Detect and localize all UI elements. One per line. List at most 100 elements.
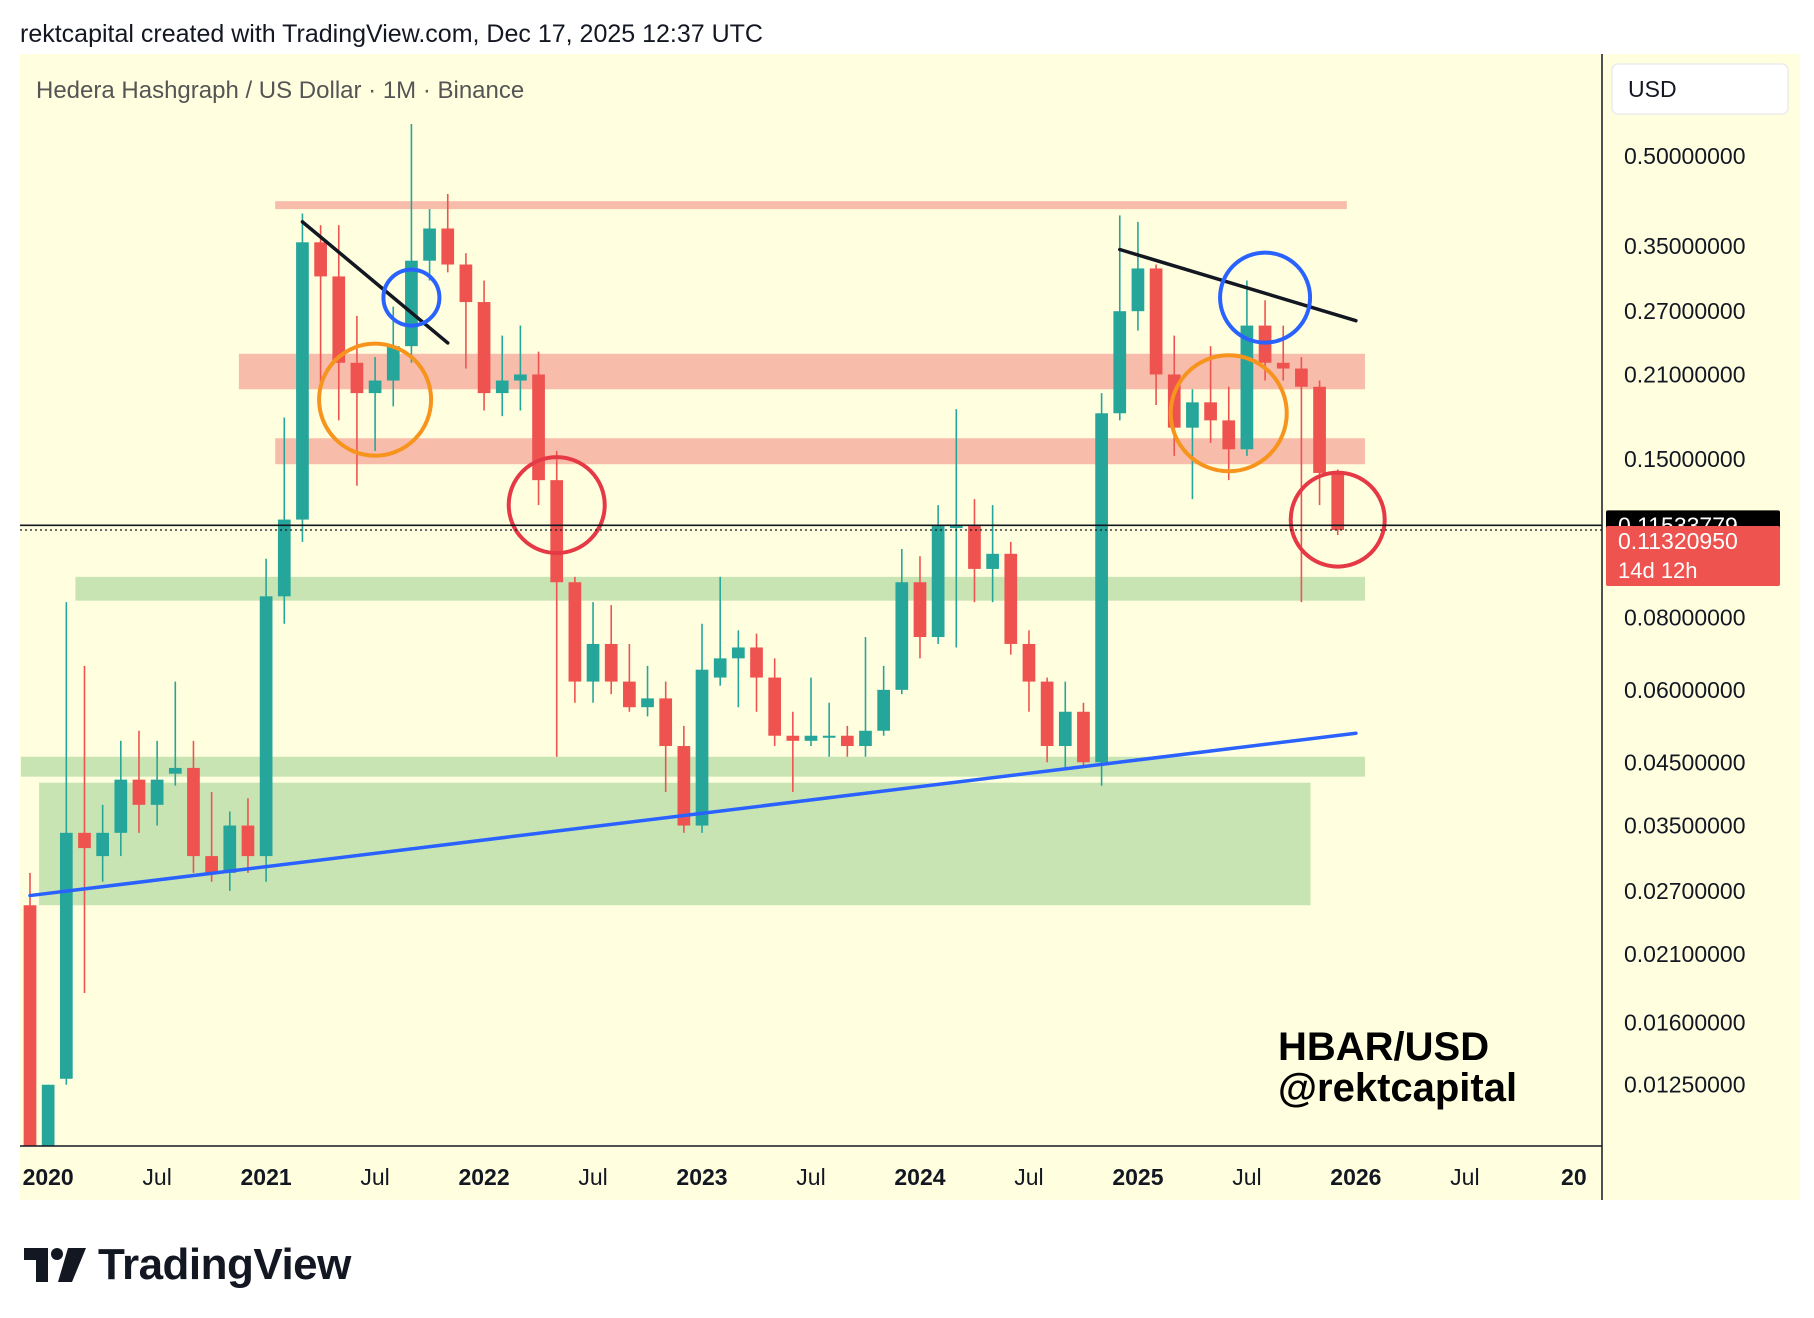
candle-body [168, 767, 182, 774]
candle-2021-08 [386, 306, 400, 407]
candle-body [1240, 325, 1254, 450]
candle-2025-05 [1204, 346, 1217, 443]
annotation-circle-5 [1288, 470, 1387, 569]
candle-2022-02 [495, 335, 509, 417]
candle-body [514, 374, 527, 381]
candle-body [1077, 711, 1090, 763]
candle-body [695, 669, 709, 826]
candle-2022-07 [586, 602, 600, 703]
annotation-circle-1 [381, 267, 442, 328]
candle-2020-07 [150, 740, 164, 826]
zone-2 [275, 438, 1365, 465]
price-tag-1 [1606, 526, 1780, 587]
candle-2021-10 [423, 209, 436, 281]
price-axis-label: 0.02700000 [1624, 878, 1746, 904]
candle-2023-08 [822, 702, 836, 757]
candle-2022-03 [514, 325, 527, 411]
candle-body [132, 779, 146, 805]
zone-1 [238, 353, 1365, 390]
price-axis-label: 0.04500000 [1624, 749, 1746, 775]
time-axis-label: 2026 [1330, 1164, 1381, 1190]
time-axis-label: 2021 [241, 1164, 292, 1190]
candle-body [1186, 402, 1199, 428]
zone-4 [20, 756, 1365, 777]
candle-body [641, 698, 654, 708]
candle-body [913, 582, 927, 638]
price-axis-label: 0.50000000 [1624, 143, 1746, 169]
price-axis-label: 0.21000000 [1624, 361, 1746, 387]
time-axis-label: Jul [1232, 1164, 1261, 1190]
time-axis-label: 2025 [1112, 1164, 1163, 1190]
candle-2022-08 [604, 605, 618, 695]
candle-2025-06 [1222, 386, 1236, 481]
candle-body [96, 832, 110, 857]
candle-body [59, 832, 73, 1079]
candle-body [568, 582, 582, 682]
candle-body [1040, 681, 1054, 747]
candle-body [441, 228, 455, 265]
tradingview-logo-icon [24, 1248, 86, 1282]
candle-body [586, 643, 600, 682]
candle-2022-01 [477, 280, 491, 411]
candle-body [405, 260, 418, 347]
time-axis-label: 2024 [894, 1164, 945, 1190]
candle-2021-01 [259, 558, 273, 882]
candle-2023-01 [695, 623, 709, 833]
price-axis-label: 0.27000000 [1624, 298, 1746, 324]
candle-body [986, 553, 999, 569]
candle-body [804, 735, 818, 741]
candle-body [150, 779, 164, 805]
time-axis-label: 2020 [23, 1164, 74, 1190]
candle-body [949, 526, 963, 529]
candle-2023-06 [786, 711, 800, 792]
time-axis-label: Jul [142, 1164, 171, 1190]
candle-body [259, 596, 273, 857]
zone-0 [275, 201, 1347, 210]
candle-2025-04 [1186, 389, 1199, 500]
candle-body [822, 735, 836, 738]
candle-2022-11 [659, 681, 673, 792]
candle-body [677, 746, 691, 826]
candle-2025-12 [1331, 469, 1345, 535]
price-axis-label: 0.35000000 [1624, 233, 1746, 259]
circles-layer [317, 250, 1387, 569]
candle-body [296, 242, 309, 520]
candle-2023-12 [895, 548, 909, 695]
candle-2021-06 [350, 315, 364, 486]
candle-body [968, 526, 981, 569]
time-axis-labels: 2020 Jul 2021 Jul 2022 Jul 2023 Jul 2024 Jul 2025 J… [23, 1164, 1587, 1190]
plot-background [20, 54, 1602, 1200]
candle-2021-05 [332, 225, 346, 421]
candle-body [1204, 402, 1217, 421]
candle-2024-03 [949, 409, 963, 648]
candle-2020-05 [114, 740, 128, 857]
candle-body [241, 825, 255, 857]
candle-2024-06 [1004, 541, 1018, 655]
candle-body [768, 677, 782, 736]
candle-body [1004, 553, 1018, 644]
candle-body [386, 346, 400, 381]
tradingview-logo[interactable]: TradingView [24, 1240, 351, 1290]
candle-body [786, 735, 800, 741]
candle-2021-11 [441, 194, 455, 273]
price-lines-layer [20, 524, 1602, 531]
candle-body [41, 1084, 55, 1146]
candle-2024-11 [1095, 393, 1108, 786]
currency-button[interactable]: USD [1611, 63, 1789, 115]
symbol-label: HBAR/USD [1278, 1025, 1489, 1069]
candle-body [368, 380, 382, 394]
candle-body [731, 647, 745, 659]
candle-2024-05 [986, 505, 999, 603]
time-axis-label: 2023 [676, 1164, 727, 1190]
candle-2023-02 [713, 576, 727, 686]
candle-2020-10 [205, 791, 218, 882]
candle-body [550, 480, 564, 583]
time-axis-label: 2022 [458, 1164, 509, 1190]
candle-2020-04 [96, 804, 110, 882]
candle-body [1149, 268, 1163, 375]
candle-2022-09 [623, 643, 636, 712]
candle-2020-09 [187, 740, 200, 873]
trendline-1 [1118, 247, 1358, 323]
